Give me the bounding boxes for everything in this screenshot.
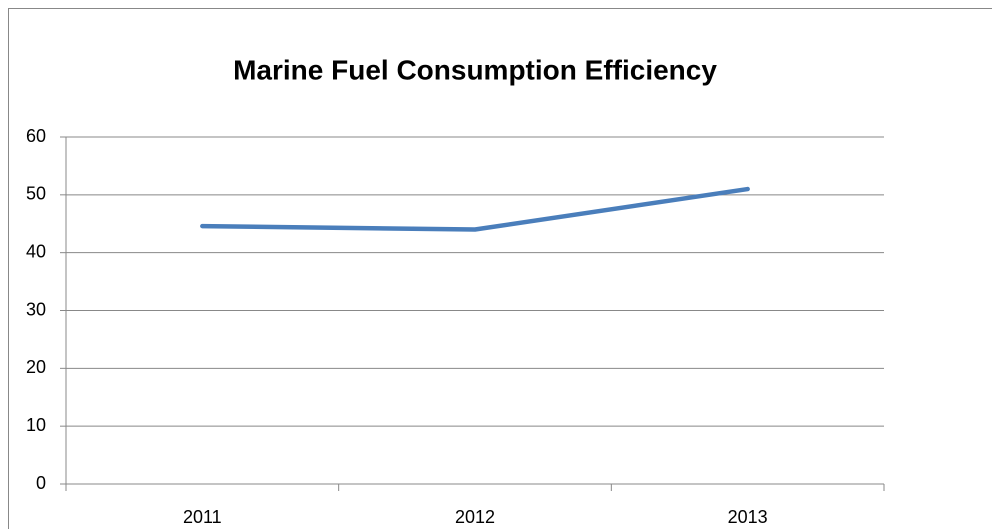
data-line bbox=[200, 186, 750, 232]
y-tick-label: 40 bbox=[26, 241, 46, 261]
y-tick-label: 0 bbox=[36, 473, 46, 493]
y-tick-label: 50 bbox=[26, 184, 46, 204]
x-tick-label: 2013 bbox=[728, 507, 768, 527]
y-tick-label: 60 bbox=[26, 126, 46, 146]
y-tick-label: 10 bbox=[26, 415, 46, 435]
y-tick-label: 30 bbox=[26, 299, 46, 319]
x-tick-label: 2011 bbox=[183, 507, 222, 527]
x-tick-label: 2012 bbox=[455, 507, 495, 527]
chart-title: Marine Fuel Consumption Efficiency bbox=[233, 54, 717, 85]
y-tick-label: 20 bbox=[26, 357, 46, 377]
chart-frame bbox=[8, 8, 992, 529]
